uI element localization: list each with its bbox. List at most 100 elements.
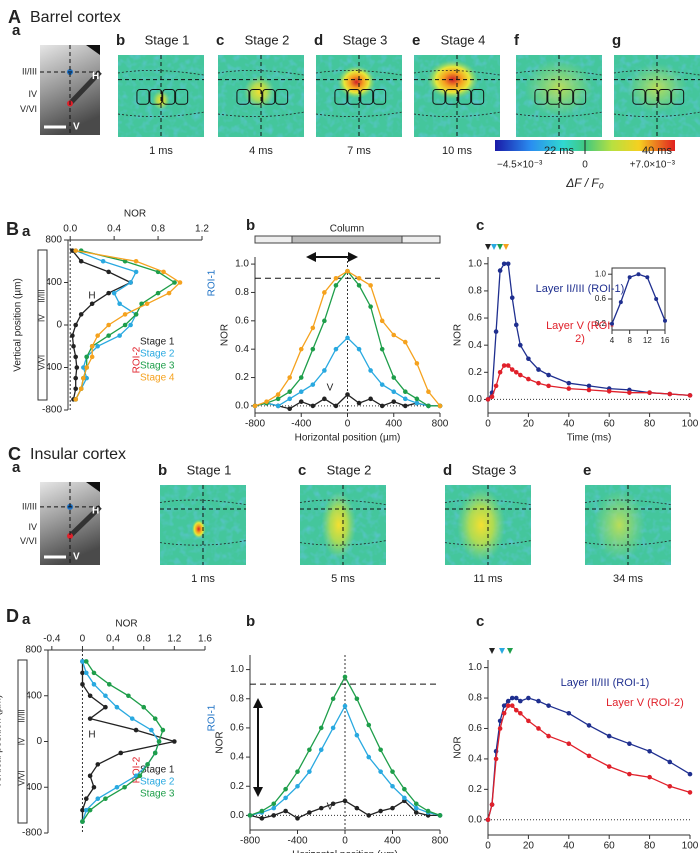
data-point (497, 370, 503, 375)
roi-dot (67, 532, 73, 539)
data-point (78, 386, 84, 392)
data-point (606, 764, 612, 769)
data-point (606, 733, 612, 739)
layer-border (613, 70, 700, 76)
x-tick-label: -800 (240, 836, 260, 847)
layer-border (299, 540, 387, 546)
data-point (501, 261, 507, 267)
time-label: 22 ms (544, 145, 574, 157)
data-point (586, 723, 592, 728)
layer-border (515, 111, 603, 117)
x-tick-label: 800 (432, 836, 449, 847)
data-point (536, 367, 541, 372)
response-blob (243, 75, 275, 109)
data-point (513, 707, 519, 713)
data-point (513, 322, 519, 328)
x-axis-label: Horizontal position (µm) (295, 433, 401, 444)
annotation: ROI-1 (207, 269, 218, 296)
data-point (403, 339, 408, 345)
data-point (390, 805, 395, 811)
data-point (80, 670, 85, 676)
data-point (509, 367, 515, 372)
data-point (610, 321, 614, 326)
data-point (133, 312, 139, 317)
data-point (318, 805, 324, 811)
data-point (501, 710, 507, 716)
data-point (126, 693, 131, 699)
data-point (526, 718, 531, 724)
time-label: 5 ms (331, 573, 355, 585)
layer-label: IV (28, 522, 37, 532)
data-point (667, 759, 673, 765)
series-line (487, 697, 691, 820)
barrel-outline (547, 88, 561, 105)
data-point (413, 805, 419, 811)
data-point (366, 754, 372, 760)
data-point (627, 275, 632, 280)
data-point (275, 403, 281, 409)
data-point (114, 784, 120, 790)
series-label: Layer V (ROI-2) (546, 320, 614, 345)
data-point (606, 388, 612, 394)
y-axis-label: NOR (453, 736, 464, 758)
data-point (95, 762, 101, 767)
x-tick-label: 80 (644, 841, 656, 852)
data-point (287, 375, 292, 380)
y-tick-label: 0.4 (230, 752, 244, 763)
data-point (546, 372, 551, 378)
data-point (106, 333, 111, 338)
data-point (283, 795, 288, 801)
data-point (379, 318, 385, 324)
panel-letter: a (12, 22, 21, 39)
data-point (509, 695, 515, 701)
data-point (295, 816, 300, 821)
data-point (513, 695, 519, 701)
data-point (275, 392, 281, 397)
layer-border (613, 111, 700, 117)
data-point (103, 704, 108, 710)
data-point (103, 693, 108, 699)
x-tick-label: -400 (291, 419, 311, 430)
legend-entry: Stage 4 (140, 373, 175, 384)
data-point (139, 301, 144, 307)
y-axis-label: Vertical position (µm) (13, 278, 24, 372)
barrel-outline (645, 88, 659, 105)
data-point (378, 769, 383, 774)
y-tick-label: 0.6 (468, 313, 482, 324)
data-point (156, 739, 162, 744)
y-axis-label: Vertical position (µm) (0, 695, 4, 789)
data-point (413, 810, 419, 815)
barrel-outline (534, 88, 548, 105)
panel-letter: g (612, 32, 621, 49)
barrel-outline (432, 88, 446, 105)
barrel-outline (560, 88, 574, 105)
layer-border (159, 499, 247, 505)
x-tick-label: 0 (80, 634, 86, 645)
annotation: ROI-2 (132, 756, 143, 783)
panel-letter: c (476, 613, 484, 630)
data-point (81, 375, 86, 381)
data-point (87, 807, 93, 813)
data-point (566, 710, 572, 716)
legend-entry: Stage 2 (140, 777, 175, 788)
response-blob (524, 59, 594, 117)
data-point (687, 790, 693, 795)
data-point (687, 393, 693, 398)
data-point (330, 696, 336, 702)
data-point (307, 810, 312, 815)
data-point (437, 813, 443, 818)
y-tick-label: -400 (22, 782, 42, 793)
image-mark: H (92, 71, 99, 82)
data-point (117, 333, 122, 338)
data-point (489, 394, 495, 400)
y-tick-label: 0.6 (230, 723, 244, 734)
data-point (366, 722, 372, 728)
data-point (414, 400, 420, 406)
data-point (271, 801, 277, 807)
data-point (73, 397, 78, 402)
response-blob (337, 65, 376, 99)
data-point (526, 695, 531, 701)
data-point (403, 403, 408, 409)
data-point (100, 258, 106, 264)
data-point (73, 354, 78, 360)
